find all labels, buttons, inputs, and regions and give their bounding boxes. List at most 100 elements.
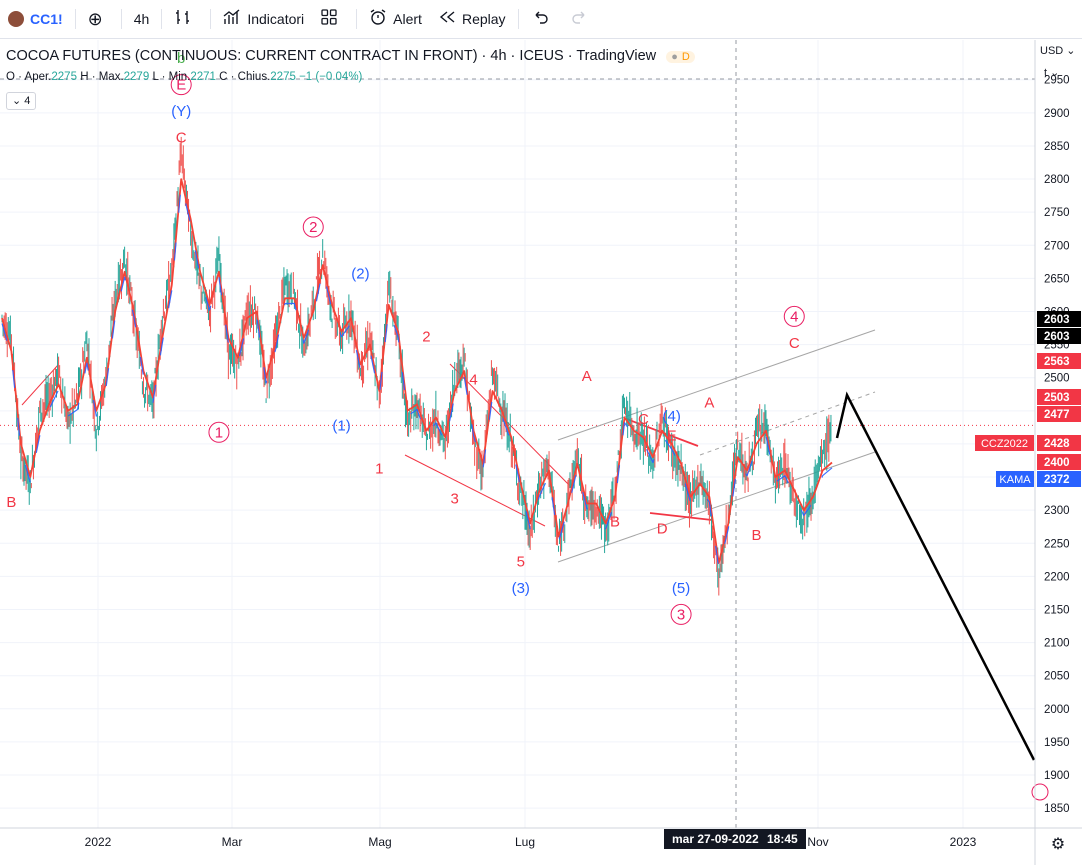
price-tag-value: 2400 <box>1044 457 1070 469</box>
wave-label-circle <box>783 305 805 327</box>
toolbar-divider <box>120 9 122 29</box>
price-tag-value: 2372 <box>1044 474 1070 486</box>
wave-label: B <box>610 514 620 531</box>
offscreen-label-circle <box>1031 783 1049 801</box>
time-tick-label: Mar <box>222 835 243 849</box>
price-tag-label-box <box>975 435 1034 451</box>
price-tick-label: 2250 <box>1044 538 1070 550</box>
legend-ohlc: O · Aper.2275 H · Max.2279 L · Min.2271 … <box>6 71 363 83</box>
chart-drawings[interactable] <box>21 329 1049 801</box>
chevron-down-icon: ⌄ <box>1047 67 1060 79</box>
undo-button[interactable] <box>523 0 563 38</box>
plus-circle-icon: ⊕ <box>87 9 103 29</box>
price-tag-value: 2428 <box>1044 438 1070 450</box>
compare-button[interactable]: ⊕ <box>80 0 117 38</box>
chevron-down-icon: ⌄ <box>12 95 22 107</box>
chevron-down-icon: ⌄ <box>1063 45 1076 57</box>
time-tick-label: 2022 <box>85 835 112 849</box>
wave-label: (Y) <box>171 103 191 120</box>
wave-label-circle <box>208 421 230 443</box>
indicators-button[interactable]: Indicatori <box>215 0 312 38</box>
price-tag <box>1037 471 1081 487</box>
price-tick-label: 2000 <box>1044 704 1070 716</box>
price-tick-label: 1950 <box>1044 737 1070 749</box>
channel-mid-line <box>699 391 876 456</box>
legend-title: COCOA FUTURES (CONTINUOUS: CURRENT CONTR… <box>6 48 695 64</box>
wave-label: E <box>667 428 677 445</box>
wave-label: B <box>6 494 16 511</box>
wave-label: C <box>638 411 649 428</box>
market-status-badge[interactable]: ● D <box>666 51 695 63</box>
price-tick-label: 2500 <box>1044 373 1070 385</box>
wave-label: 2 <box>309 219 317 236</box>
wave-label: C <box>176 130 187 147</box>
toolbar-divider <box>74 9 76 29</box>
price-tag-label-box <box>996 471 1034 487</box>
toolbar-divider <box>210 9 212 29</box>
time-tick-label: Mag <box>368 835 391 849</box>
wave-label: 4 <box>469 371 477 388</box>
price-tag-value: 2503 <box>1044 392 1070 404</box>
price-tick-label: 2750 <box>1044 207 1070 219</box>
price-tick-label: 2200 <box>1044 571 1070 583</box>
rewind-icon <box>438 8 456 30</box>
wave-label: 2 <box>422 328 430 345</box>
wave-label-circle <box>170 74 192 96</box>
moving-average-line <box>1 178 833 564</box>
wedge-upper-line <box>449 363 573 489</box>
time-axis[interactable]: 2022 Mar Mag Lug Nov 2023 mar 27-09-2022 18:45 ⚙ <box>0 827 1082 853</box>
price-tag-value: 2603 <box>1044 331 1070 343</box>
wave-label: 5 <box>517 553 525 570</box>
time-tick-label: Lug <box>515 835 535 849</box>
price-tick-label: 2800 <box>1044 174 1070 186</box>
interval-button[interactable]: 4h <box>126 0 158 38</box>
low-value: 2271 <box>190 71 216 83</box>
wave-label: (2) <box>351 265 369 282</box>
kama-line <box>1 183 833 570</box>
wave-label-circle <box>670 603 692 625</box>
price-tick-label: 2650 <box>1044 273 1070 285</box>
bar-chart-type-icon <box>174 8 192 30</box>
price-tick-label: 2850 <box>1044 141 1070 153</box>
price-bars <box>1 136 832 596</box>
alert-label: Alert <box>393 11 422 27</box>
price-tag <box>1037 328 1081 344</box>
indicators-toggle-button[interactable]: ⌄ 4 <box>6 92 37 110</box>
chart-grid <box>0 40 1035 828</box>
open-value: 2275 <box>51 71 77 83</box>
price-tag <box>1037 406 1081 422</box>
toolbar-divider <box>356 9 358 29</box>
wave-label: b <box>177 50 185 67</box>
indicators-label: Indicatori <box>247 11 305 27</box>
price-tag <box>1037 311 1081 327</box>
price-tick-label: 2100 <box>1044 638 1070 650</box>
gear-icon[interactable]: ⚙ <box>1051 836 1065 853</box>
price-tick-label: 2950 <box>1044 75 1070 87</box>
wave-label: E <box>176 77 186 94</box>
alarm-clock-icon <box>369 8 387 30</box>
price-tag <box>1037 435 1081 451</box>
wave-label: B <box>752 527 762 544</box>
currency-selector[interactable]: USD ⌄ <box>1040 45 1076 57</box>
redo-button[interactable] <box>563 0 603 38</box>
chart-type-button[interactable] <box>166 0 206 38</box>
dot-icon: ● <box>671 51 678 63</box>
alert-button[interactable]: Alert <box>361 0 430 38</box>
price-tag-value: 2477 <box>1044 409 1070 421</box>
change-value: −1 (−0.04%) <box>299 71 363 83</box>
wave-label: 4 <box>790 308 798 325</box>
moving-average-lines <box>1 178 833 570</box>
crosshair-date-label: mar 27-09-2022 <box>672 832 759 846</box>
symbol-search-button[interactable]: CC1! <box>0 0 71 38</box>
chart-area[interactable]: b E (Y) C 2 (2) 1 (1) B 2 4 1 3 5 (3) A C (4) E B D (5) 3 A B 4 C … <box>0 40 1082 865</box>
replay-button[interactable]: Replay <box>430 0 514 38</box>
unit-selector[interactable]: t ⌄ <box>1044 67 1060 79</box>
indicator-count: 4 <box>24 95 31 107</box>
templates-button[interactable] <box>312 0 352 38</box>
price-axis[interactable]: 2950290028502800275027002650260025502500… <box>975 40 1081 865</box>
wave-label: A <box>704 395 714 412</box>
wedge-lower-line <box>404 454 546 527</box>
toolbar-divider <box>161 9 163 29</box>
